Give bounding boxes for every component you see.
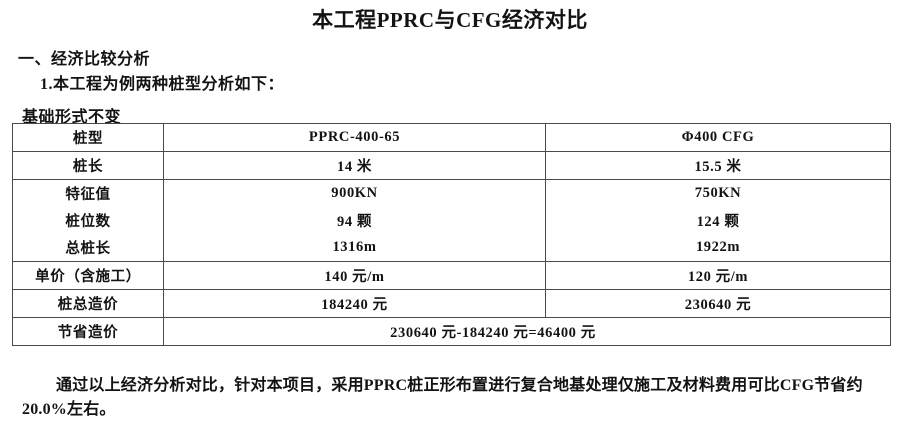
cell-pprc-pile-count: 94 颗 xyxy=(163,207,546,234)
table-row: 桩长 14 米 15.5 米 xyxy=(12,151,891,180)
cell-pprc-pile-type: PPRC-400-65 xyxy=(163,123,546,152)
cell-pprc-unit-price: 140 元/m xyxy=(163,261,546,290)
section-heading: 一、经济比较分析 xyxy=(18,51,151,68)
table-row: 单价（含施工） 140 元/m 120 元/m xyxy=(12,261,891,290)
comparison-table: 桩型 PPRC-400-65 Φ400 CFG 桩长 14 米 15.5 米 特… xyxy=(12,123,891,346)
savings-calculation-text: 230640 元-184240 元=46400 元 xyxy=(390,325,596,341)
row-label-unit-price: 单价（含施工） xyxy=(12,261,164,290)
cell-pprc-total-pile-length: 1316m xyxy=(163,234,546,262)
cell-pprc-characteristic-value: 900KN xyxy=(163,179,546,207)
row-label-savings: 节省造价 xyxy=(12,317,164,346)
cell-cfg-characteristic-value: 750KN xyxy=(545,179,891,207)
cell-pprc-pile-length: 14 米 xyxy=(163,151,546,180)
table-row: 总桩长 1316m 1922m xyxy=(12,234,891,262)
cell-savings-calculation: 230640 元-184240 元=46400 元 xyxy=(163,317,891,346)
closing-paragraph: 通过以上经济分析对比，针对本项目，采用PPRC桩正形布置进行复合地基处理仅施工及… xyxy=(22,377,863,418)
table-row: 桩位数 94 颗 124 颗 xyxy=(12,207,891,234)
table-caption: 基础形式不变 xyxy=(22,109,122,126)
row-label-total-cost: 桩总造价 xyxy=(12,289,164,318)
table-row: 桩总造价 184240 元 230640 元 xyxy=(12,289,891,318)
cell-cfg-unit-price: 120 元/m xyxy=(545,261,891,290)
cell-cfg-pile-type: Φ400 CFG xyxy=(545,123,891,152)
row-label-characteristic-value: 特征值 xyxy=(12,179,164,207)
table-row-summary: 节省造价 230640 元-184240 元=46400 元 xyxy=(12,317,891,346)
table-row: 桩型 PPRC-400-65 Φ400 CFG xyxy=(12,123,891,152)
cell-cfg-pile-count: 124 颗 xyxy=(545,207,891,234)
cell-pprc-total-cost: 184240 元 xyxy=(163,289,546,318)
sub-heading: 1.本工程为例两种桩型分析如下： xyxy=(40,76,285,93)
row-label-pile-type: 桩型 xyxy=(12,123,164,152)
cell-cfg-total-pile-length: 1922m xyxy=(545,234,891,262)
cell-cfg-pile-length: 15.5 米 xyxy=(545,151,891,180)
table-row: 特征值 900KN 750KN xyxy=(12,179,891,207)
page-title: 本工程PPRC与CFG经济对比 xyxy=(312,8,588,32)
row-label-total-pile-length: 总桩长 xyxy=(12,234,164,262)
row-label-pile-count: 桩位数 xyxy=(12,207,164,234)
comparison-table-wrapper: 桩型 PPRC-400-65 Φ400 CFG 桩长 14 米 15.5 米 特… xyxy=(12,123,891,346)
cell-cfg-total-cost: 230640 元 xyxy=(545,289,891,318)
row-label-pile-length: 桩长 xyxy=(12,151,164,180)
